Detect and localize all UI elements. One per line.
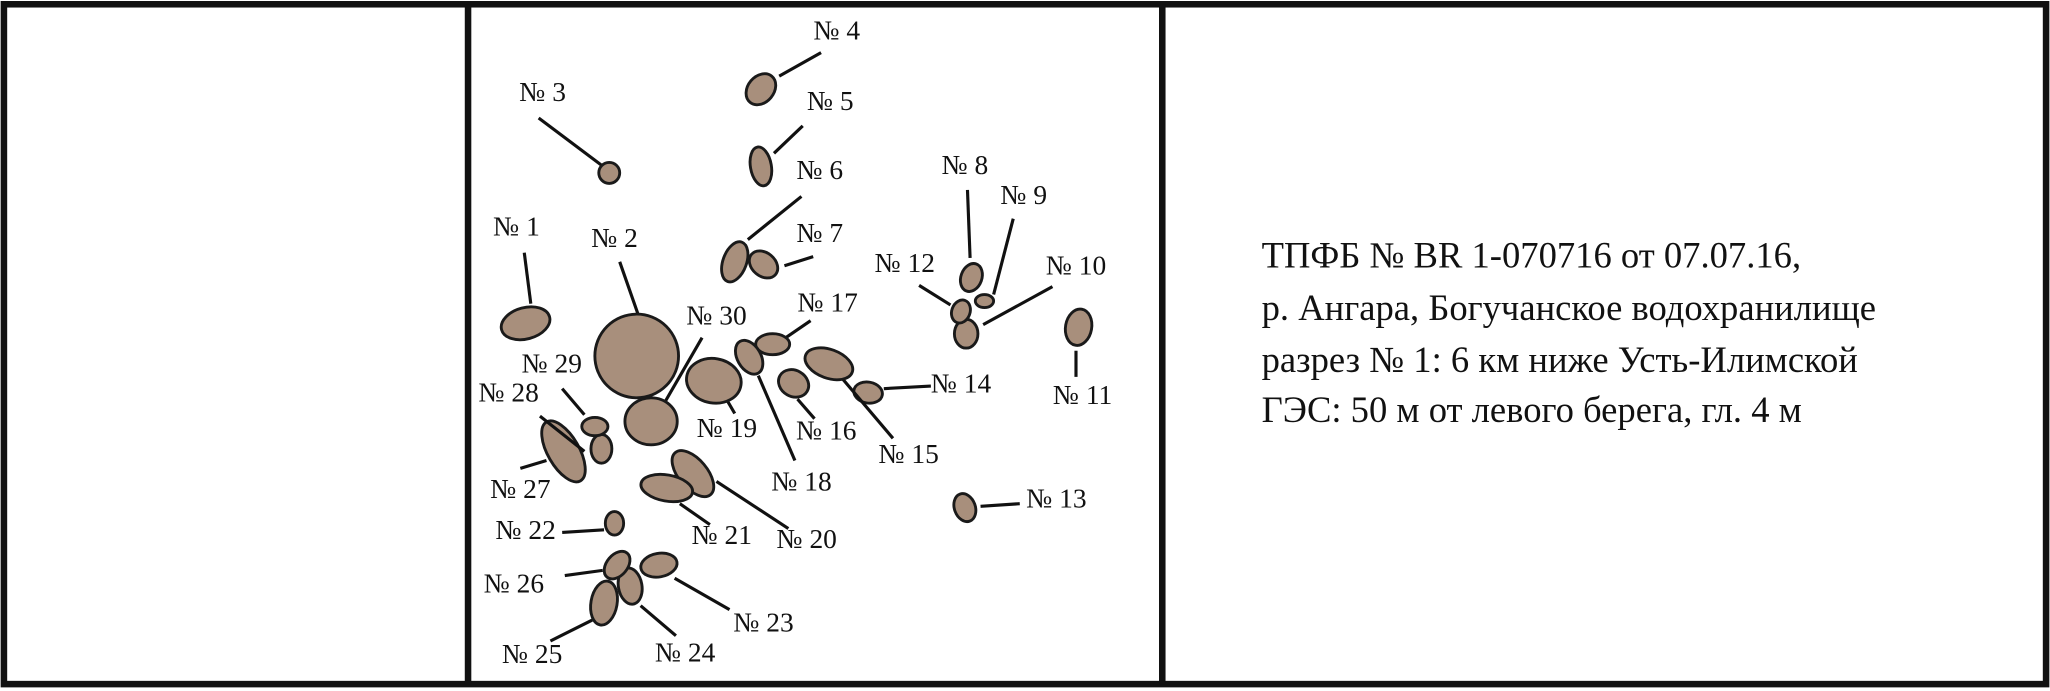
particle-label: № 11 (1053, 380, 1112, 410)
particle-label: № 7 (796, 218, 843, 248)
caption-line: ГЭС: 50 м от левого берега, гл. 4 м (1262, 389, 1802, 430)
particle (589, 579, 619, 627)
particle-label: № 18 (771, 466, 831, 496)
particle-label: № 5 (807, 86, 854, 116)
particle-label: № 17 (797, 287, 857, 317)
particle (589, 432, 614, 465)
particle (777, 368, 811, 399)
leader-line (783, 255, 814, 268)
particle (720, 240, 750, 284)
leader-line (796, 398, 816, 420)
particle (603, 510, 626, 537)
particle-label: № 27 (490, 474, 550, 504)
particle-label: № 29 (521, 349, 581, 379)
leader-line (756, 374, 797, 462)
leader-line (772, 124, 804, 155)
leader-line (673, 576, 731, 611)
particle (580, 415, 610, 438)
leader-line (992, 218, 1015, 295)
particle (639, 551, 679, 579)
leader-line (840, 377, 895, 440)
particle-label: № 1 (493, 211, 540, 241)
leader-line (538, 414, 586, 453)
particle-label: № 16 (796, 415, 856, 445)
leader-line (564, 568, 603, 578)
particle-label: № 21 (691, 520, 751, 550)
particle-label: № 4 (813, 15, 860, 45)
particle (747, 249, 780, 280)
leader-line (918, 284, 952, 307)
leader-line (980, 502, 1020, 508)
particle-label: № 19 (697, 413, 757, 443)
particle-label: № 8 (941, 150, 988, 180)
particle (593, 312, 680, 400)
leader-line (778, 51, 822, 78)
leader-line (883, 384, 931, 391)
leader-line (519, 459, 547, 470)
particle (952, 492, 978, 524)
particle (734, 338, 765, 376)
leader-line (522, 252, 533, 304)
particle-label: № 25 (502, 639, 562, 669)
leader-line (537, 116, 603, 167)
leader-line (549, 618, 593, 643)
particle (852, 380, 884, 405)
particle-label: № 28 (478, 377, 538, 407)
particle-label: № 20 (776, 524, 836, 554)
caption-line: разрез № 1: 6 км ниже Усть-Илимской (1262, 339, 1858, 380)
particle-label: № 23 (733, 608, 793, 638)
particle (958, 262, 984, 293)
particle-label: № 22 (495, 515, 555, 545)
caption-line: р. Ангара, Богучанское водохранилище (1262, 287, 1876, 328)
leader-line (715, 480, 790, 530)
particle (639, 472, 695, 504)
leader-line (562, 528, 605, 535)
caption-line: ТПФБ № BR 1-070716 от 07.07.16, (1262, 235, 1801, 276)
particle (499, 305, 552, 342)
particle-label: № 12 (874, 248, 934, 278)
particle-label: № 24 (655, 638, 716, 668)
leader-line (965, 189, 972, 258)
particle (685, 356, 743, 405)
caption: ТПФБ № BR 1-070716 от 07.07.16, р. Ангара… (1262, 235, 1876, 430)
particle-label: № 3 (519, 77, 566, 107)
particle (748, 145, 774, 188)
leader-line (678, 502, 711, 526)
particle (754, 332, 792, 357)
particle (1063, 307, 1094, 347)
leader-line (982, 285, 1054, 326)
particle (623, 396, 679, 447)
leader-line (784, 319, 812, 339)
particle (950, 298, 972, 325)
particle-label: № 14 (931, 368, 992, 398)
leader-line (746, 195, 803, 241)
particle-label: № 6 (796, 155, 843, 185)
particle-label: № 2 (591, 223, 638, 253)
particle (973, 293, 996, 310)
particle-label: № 26 (484, 568, 544, 598)
particle (744, 72, 778, 107)
particle (602, 549, 632, 581)
leader-line (618, 261, 640, 315)
particle-label: № 10 (1046, 251, 1106, 281)
particle-label: № 9 (1000, 180, 1047, 210)
particle-label: № 13 (1026, 483, 1086, 513)
particle-diagram: № 1 № 2 № 3 № 4 № 5 № 6 № 7 № 8 № 9 № 10 № 11 № 12 №… (478, 15, 1112, 669)
leader-line (661, 336, 704, 407)
leader-line (560, 387, 586, 416)
particle (803, 346, 855, 382)
particle-label: № 30 (686, 300, 746, 330)
particle-label: № 15 (878, 439, 938, 469)
particle (597, 161, 622, 185)
leader-line (639, 604, 677, 637)
